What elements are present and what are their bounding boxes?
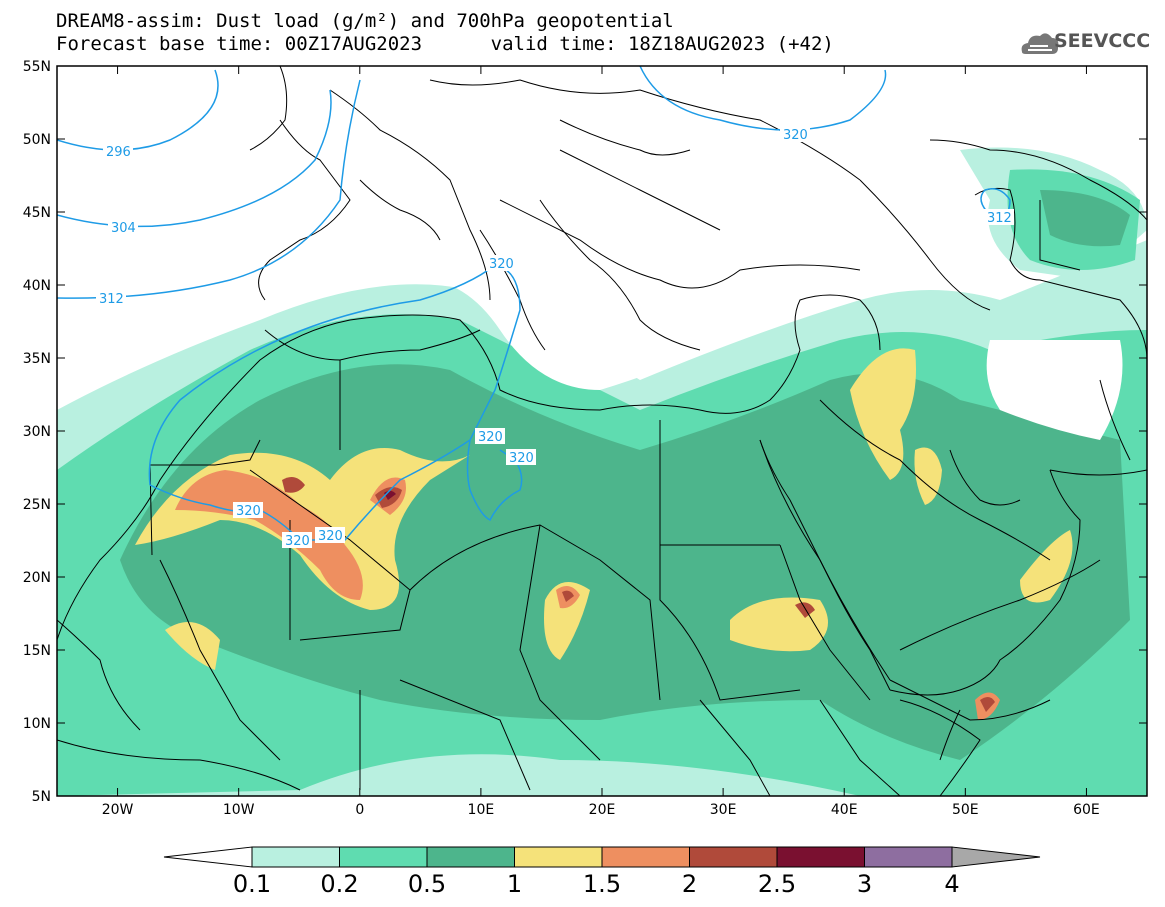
colorbar-segment xyxy=(514,846,603,868)
colorbar-segment xyxy=(776,846,865,868)
colorbar-label: 0.5 xyxy=(407,870,447,898)
lon-tick-label: 30E xyxy=(710,802,737,818)
geopotential-contours xyxy=(57,66,1011,541)
logo-text: SEEVCCC xyxy=(1054,30,1151,52)
lat-tick-label: 35N xyxy=(23,351,51,367)
lon-tick-label: 20W xyxy=(102,802,134,818)
lon-tick-label: 10W xyxy=(223,802,255,818)
lon-tick-label: 40E xyxy=(831,802,858,818)
lat-tick-label: 10N xyxy=(23,716,51,732)
contour-labels: 296 304 312 320 320 320 320 320 320 320 … xyxy=(96,126,1014,549)
colorbar-label: 2 xyxy=(681,870,698,898)
colorbar-label: 0.1 xyxy=(232,870,272,898)
colorbar xyxy=(163,846,1041,868)
contour-label-320: 320 xyxy=(783,128,808,143)
colorbar-label: 1 xyxy=(506,870,523,898)
map-title: DREAM8-assim: Dust load (g/m²) and 700hP… xyxy=(56,10,674,32)
lat-tick-label: 5N xyxy=(32,789,51,805)
contour-label-320: 320 xyxy=(236,504,261,519)
colorbar-label: 0.2 xyxy=(320,870,359,898)
colorbar-segment xyxy=(864,846,953,868)
lat-tick-label: 45N xyxy=(23,205,51,221)
axis-ticks: 55N 50N 45N 40N 35N 30N 25N 20N 15N 10N 5N 20W 10W 0 1… xyxy=(23,59,1147,818)
contour-label-320: 320 xyxy=(509,451,534,466)
contour-label-312: 312 xyxy=(987,211,1012,226)
lon-tick-label: 0 xyxy=(355,802,364,818)
lon-tick-label: 60E xyxy=(1073,802,1100,818)
contour-label-320: 320 xyxy=(478,430,503,445)
contour-label-320: 320 xyxy=(489,257,514,272)
colorbar-segment xyxy=(689,846,778,868)
lat-tick-label: 55N xyxy=(23,59,51,75)
lon-tick-label: 20E xyxy=(589,802,616,818)
lat-tick-label: 40N xyxy=(23,278,51,294)
lat-tick-label: 25N xyxy=(23,497,51,513)
contour-label-296: 296 xyxy=(106,145,131,160)
country-borders xyxy=(57,79,1131,796)
colorbar-segment xyxy=(426,846,515,868)
contour-label-304: 304 xyxy=(111,221,136,236)
colorbar-segment xyxy=(339,846,428,868)
lat-tick-label: 50N xyxy=(23,132,51,148)
lon-tick-label: 10E xyxy=(468,802,495,818)
colorbar-label: 3 xyxy=(856,870,873,898)
colorbar-segment xyxy=(251,846,340,868)
lat-tick-label: 20N xyxy=(23,570,51,586)
lat-tick-label: 30N xyxy=(23,424,51,440)
contour-label-312: 312 xyxy=(99,292,124,307)
cloud-logo-icon xyxy=(1021,33,1059,54)
colorbar-segment xyxy=(601,846,690,868)
lat-tick-label: 15N xyxy=(23,643,51,659)
colorbar-under-arrow xyxy=(163,846,253,868)
colorbar-label: 4 xyxy=(944,870,960,898)
lon-tick-label: 50E xyxy=(952,802,979,818)
colorbar-label: 1.5 xyxy=(582,870,622,898)
contour-label-320: 320 xyxy=(318,529,343,544)
forecast-time-line: Forecast base time: 00Z17AUG2023 valid t… xyxy=(56,33,834,55)
contour-label-320: 320 xyxy=(285,534,310,549)
colorbar-label: 2.5 xyxy=(757,870,797,898)
colorbar-over-arrow xyxy=(951,846,1041,868)
